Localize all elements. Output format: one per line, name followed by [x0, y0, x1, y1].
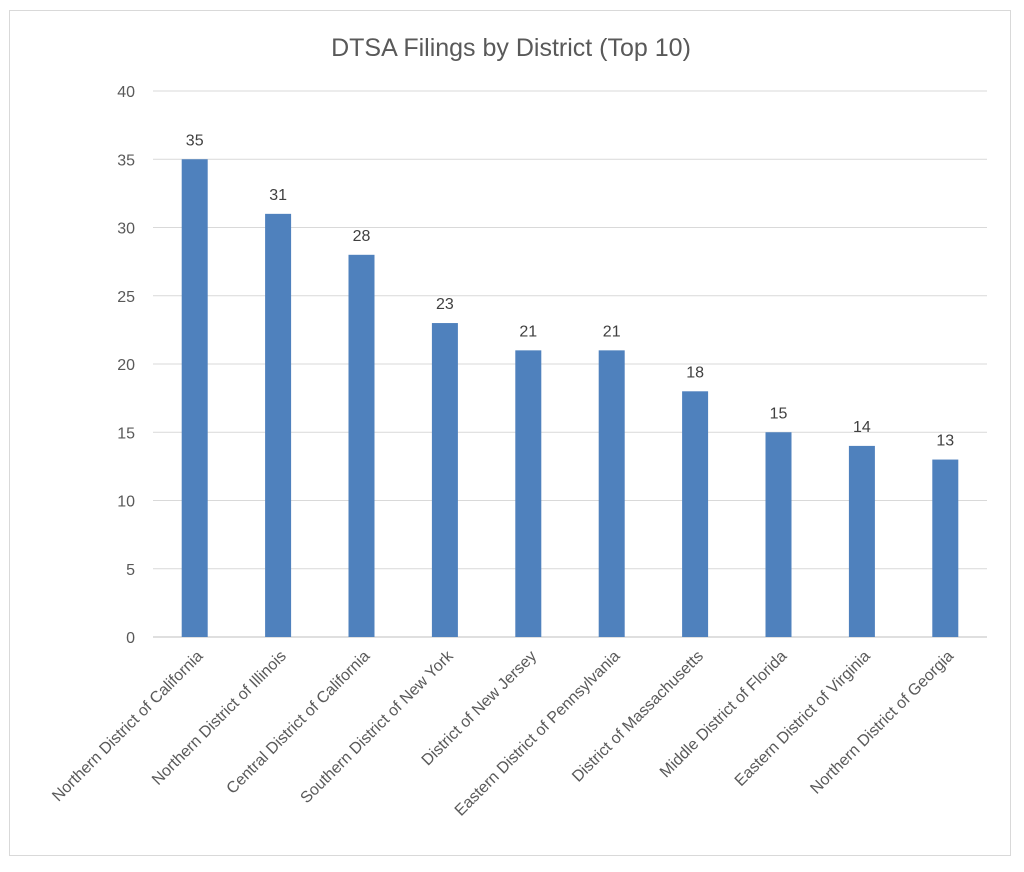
x-category-label: Central District of California [224, 648, 374, 798]
y-tick-label: 20 [117, 357, 135, 374]
chart-title: DTSA Filings by District (Top 10) [331, 34, 691, 62]
data-labels: 35 31 28 23 21 21 18 15 14 13 [186, 132, 954, 449]
gridlines [153, 90, 987, 638]
bar [848, 445, 875, 637]
bar [765, 432, 792, 637]
y-tick-label: 25 [117, 289, 135, 306]
bar [932, 459, 959, 637]
x-axis-categories: Northern District of CaliforniaNorthern … [49, 647, 957, 819]
bar [598, 350, 625, 637]
y-tick-label: 0 [126, 630, 135, 647]
x-category-label: Southern District of New York [298, 647, 458, 807]
data-label: 14 [853, 419, 871, 436]
bars [181, 159, 959, 638]
bar [515, 350, 542, 637]
data-label: 13 [936, 433, 954, 450]
bar [431, 323, 458, 637]
y-tick-label: 10 [117, 494, 135, 511]
bar [265, 213, 292, 637]
y-axis-ticks: 0 5 10 15 20 25 30 35 40 [117, 84, 135, 647]
bar [682, 391, 709, 637]
y-tick-label: 5 [126, 562, 135, 579]
x-category-label: Northern District of Illinois [149, 648, 290, 789]
y-tick-label: 35 [117, 152, 135, 169]
bar [181, 159, 208, 637]
data-label: 28 [353, 228, 371, 245]
bar [348, 254, 375, 638]
data-label: 21 [603, 323, 621, 340]
data-label: 21 [519, 323, 537, 340]
data-label: 15 [770, 405, 788, 422]
x-category-label: Eastern District of Pennsylvania [452, 648, 624, 820]
data-label: 18 [686, 364, 704, 381]
x-category-label: Eastern District of Virginia [732, 648, 874, 790]
data-label: 35 [186, 132, 204, 149]
y-tick-label: 40 [117, 84, 135, 101]
x-category-label: Northern District of Georgia [807, 648, 957, 798]
data-label: 23 [436, 296, 454, 313]
x-category-label: Northern District of California [49, 648, 206, 805]
y-tick-label: 15 [117, 425, 135, 442]
data-label: 31 [269, 187, 287, 204]
chart-frame [9, 10, 1011, 856]
y-tick-label: 30 [117, 221, 135, 238]
